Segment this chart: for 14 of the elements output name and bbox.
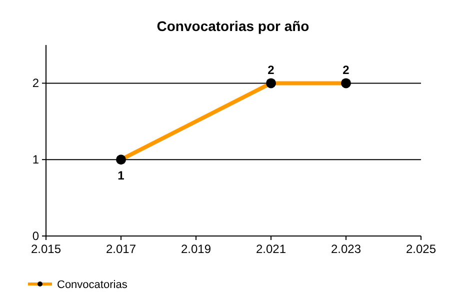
data-label: 2: [342, 63, 350, 78]
x-tick-label: 2.017: [106, 242, 136, 256]
x-tick-label: 2.021: [256, 242, 286, 256]
x-tick-label: 2.015: [30, 242, 62, 256]
legend-label: Convocatorias: [57, 279, 128, 291]
y-tick-label: 0: [32, 229, 40, 243]
y-tick-label: 2: [32, 76, 40, 90]
x-tick-label: 2.025: [406, 242, 436, 256]
x-tick-label: 2.023: [330, 242, 362, 256]
chart-title: Convocatorias por año: [156, 18, 310, 34]
data-label: 1: [118, 168, 125, 183]
x-tick-label: 2.019: [180, 242, 212, 256]
y-tick-label: 1: [32, 152, 40, 167]
data-label: 2: [268, 63, 275, 78]
